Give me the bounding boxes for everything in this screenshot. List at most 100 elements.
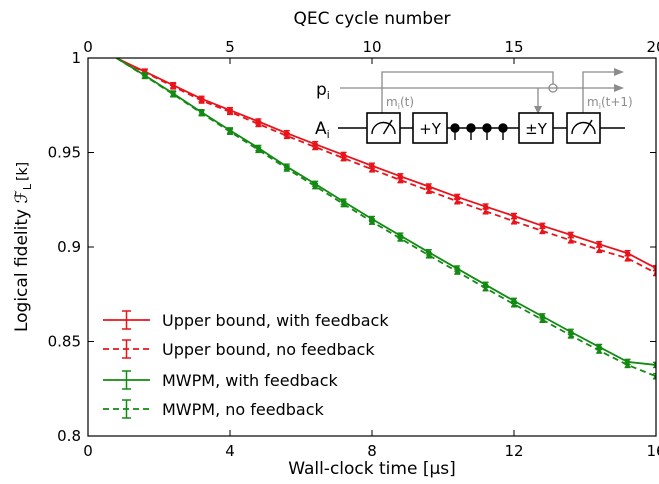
data-point <box>283 165 290 172</box>
y-axis-title-text: Logical fidelity <box>12 209 32 332</box>
x-tick-label: 8 <box>367 442 377 460</box>
data-point <box>198 110 205 116</box>
data-point <box>596 347 603 354</box>
data-point <box>369 166 375 172</box>
data-point <box>482 208 489 214</box>
data-point <box>255 120 262 127</box>
legend-item-mwpm-nofeedback: MWPM, no feedback <box>103 399 325 419</box>
series-0 <box>116 58 656 272</box>
y-axis-title-symbol: ℱ <box>12 190 32 203</box>
data-point <box>511 213 517 219</box>
data-point <box>312 183 319 189</box>
data-point <box>312 144 319 150</box>
data-point <box>227 108 233 115</box>
data-point <box>198 97 205 104</box>
y-tick-label: 0.95 <box>48 144 81 162</box>
data-point <box>482 285 489 291</box>
data-point <box>397 177 404 183</box>
gate-plus-y: +Y <box>412 112 448 144</box>
legend-label: MWPM, no feedback <box>162 400 325 419</box>
data-point <box>483 203 489 210</box>
y-axis-title: Logical fidelity ℱL [k] <box>12 162 34 332</box>
y-tick-label: 0.9 <box>57 238 81 256</box>
m1-label: mi(t) <box>386 95 414 111</box>
data-point <box>624 255 631 261</box>
data-point <box>653 265 656 271</box>
measurement-box-2 <box>566 112 601 144</box>
data-point <box>397 235 404 241</box>
svg-text:+Y: +Y <box>419 120 442 138</box>
x-tick-label: 0 <box>83 442 93 460</box>
inset-circuit: pi mi(t) mi(t+1) Ai +Y ±Y <box>315 68 633 144</box>
data-point <box>170 83 177 89</box>
data-point <box>283 132 290 139</box>
top-x-axis-title: QEC cycle number <box>293 9 450 29</box>
data-point <box>170 91 177 97</box>
data-point <box>141 72 148 79</box>
ticks-layer: 0 4 8 12 16 0 5 10 15 20 0.8 0.85 0.9 0.95 1 <box>48 38 659 460</box>
data-point <box>369 218 375 225</box>
data-point <box>425 252 432 258</box>
a-label: Ai <box>315 119 330 141</box>
series-1 <box>115 58 656 277</box>
data-point <box>340 155 347 161</box>
data-point <box>625 250 631 256</box>
p-label: pi <box>316 80 330 102</box>
m2-label: mi(t+1) <box>587 95 633 111</box>
data-point <box>227 128 233 135</box>
data-point <box>539 227 546 234</box>
idle-markers <box>450 123 508 140</box>
series-line <box>115 58 656 366</box>
plot-area <box>115 58 656 380</box>
data-point <box>255 146 262 153</box>
y-tick-label: 1 <box>71 49 81 67</box>
y-axis-title-arg: [k] <box>15 162 31 181</box>
data-point <box>454 268 461 275</box>
legend: Upper bound, with feedback Upper bound, … <box>103 310 389 419</box>
data-point <box>511 301 517 307</box>
series-line <box>115 58 656 274</box>
data-point <box>653 362 656 368</box>
measurement-box-1 <box>366 112 401 144</box>
data-point <box>539 316 546 323</box>
series-layer <box>115 58 656 380</box>
data-point <box>653 373 656 379</box>
data-point <box>511 218 517 224</box>
data-point <box>567 332 574 338</box>
gate-pm-y: ±Y <box>518 112 554 144</box>
y-tick-label: 0.85 <box>48 333 81 351</box>
data-point <box>653 270 656 276</box>
classical-wires <box>340 68 624 114</box>
series-line <box>115 58 656 378</box>
data-point <box>624 361 631 368</box>
legend-item-upper-feedback: Upper bound, with feedback <box>103 310 389 330</box>
data-point <box>340 201 347 207</box>
data-point <box>567 237 574 243</box>
legend-label: Upper bound, no feedback <box>162 340 375 359</box>
legend-item-upper-nofeedback: Upper bound, no feedback <box>103 339 375 359</box>
y-tick-label: 0.8 <box>57 427 81 445</box>
legend-item-mwpm-feedback: MWPM, with feedback <box>103 370 339 390</box>
data-point <box>454 198 461 204</box>
series-line <box>116 58 656 269</box>
data-point <box>596 246 603 253</box>
top-x-tick-label: 5 <box>225 38 235 56</box>
top-x-tick-label: 0 <box>83 38 93 56</box>
data-point <box>568 232 574 238</box>
series-3 <box>115 58 656 380</box>
x-tick-label: 16 <box>646 442 659 460</box>
data-point <box>539 223 546 229</box>
y-axis-title-subscript: L <box>21 183 34 190</box>
top-x-tick-label: 15 <box>504 38 523 56</box>
legend-label: MWPM, with feedback <box>162 371 339 390</box>
legend-label: Upper bound, with feedback <box>162 311 389 330</box>
data-point <box>425 187 432 194</box>
svg-text:±Y: ±Y <box>525 120 548 138</box>
x-tick-label: 4 <box>225 442 235 460</box>
top-x-tick-label: 20 <box>646 38 659 56</box>
data-point <box>596 241 602 247</box>
x-axis-title: Wall-clock time [μs] <box>288 459 456 479</box>
x-tick-label: 12 <box>504 442 523 460</box>
top-x-tick-label: 10 <box>362 38 381 56</box>
